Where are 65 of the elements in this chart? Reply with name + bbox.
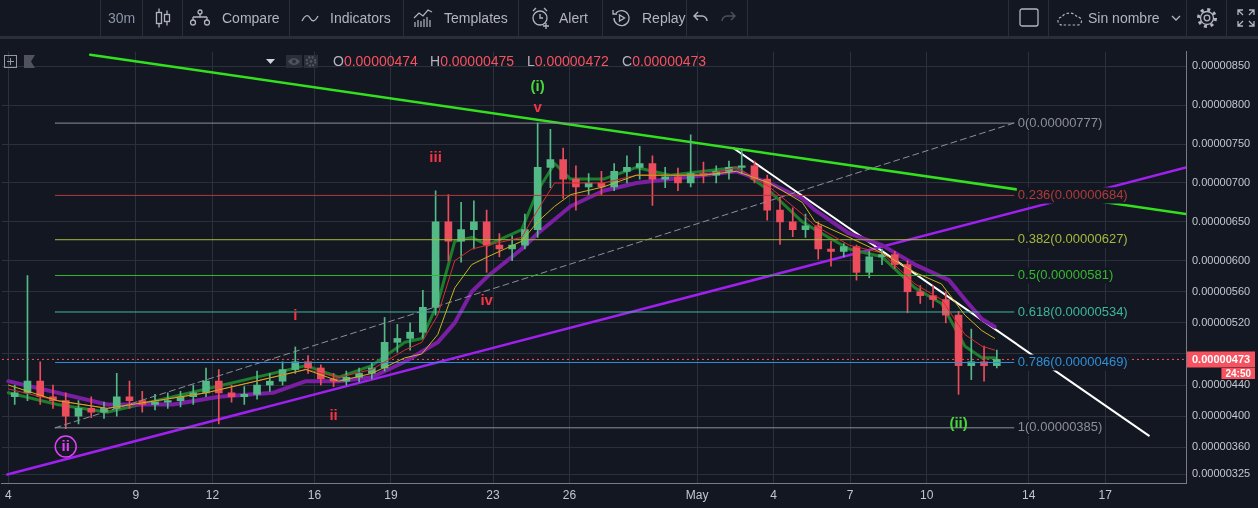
annotation: ii (329, 405, 338, 423)
annotation: i (293, 306, 298, 324)
annotation: v (533, 98, 543, 116)
annotation: L0.00000472 (527, 53, 609, 69)
annotation: (i) (530, 77, 545, 95)
y-tick-label: 0.00000800 (1192, 98, 1251, 111)
y-tick-label: 0.00000600 (1192, 253, 1251, 266)
x-tick-label: 4 (770, 487, 778, 502)
y-tick-label: 0.00000560 (1192, 284, 1251, 297)
series-label: 0.618(0.00000534) (1017, 303, 1128, 319)
text: 30m (108, 10, 136, 26)
x-tick-label: 19 (384, 487, 398, 502)
x-tick-label: 17 (1098, 487, 1113, 502)
x-tick-label: 16 (307, 487, 322, 502)
annotation: C0.00000473 (622, 53, 707, 69)
x-tick-label: 7 (846, 487, 854, 502)
candlestick (470, 200, 478, 250)
annotation: ii (61, 436, 70, 454)
ref-line-label: 0.00000473 (1192, 352, 1251, 365)
y-tick-label: 0.00000520 (1192, 315, 1251, 328)
annotation: iii (429, 147, 442, 165)
annotation: iv (480, 291, 494, 309)
x-tick-label: 9 (132, 487, 140, 502)
candlestick (240, 386, 249, 405)
x-tick-label: 14 (1022, 487, 1036, 502)
text: Sin nombre (1088, 10, 1160, 26)
text: 24:50 (1225, 367, 1252, 379)
x-tick-label: 4 (4, 487, 12, 502)
x-tick-label: 23 (486, 487, 500, 502)
series-label: 0.236(0.00000684) (1017, 186, 1128, 202)
text: Indicators (330, 10, 391, 26)
x-tick-label: May (685, 487, 709, 502)
y-tick-label: 0.00000440 (1192, 378, 1251, 391)
candlestick (661, 167, 670, 188)
candlestick (635, 146, 644, 180)
x-tick-label: 12 (205, 487, 220, 502)
text: Replay (642, 10, 686, 26)
series-label: 0.786(0.00000469) (1017, 354, 1128, 370)
series-label: 1(0.00000385) (1017, 419, 1103, 435)
y-tick-label: 0.00000750 (1192, 137, 1251, 150)
y-tick-label: 0.00000850 (1192, 59, 1251, 72)
y-tick-label: 0.00000325 (1192, 467, 1251, 480)
y-tick-label: 0.00000360 (1192, 440, 1251, 453)
text: Templates (444, 10, 508, 26)
series-label: 0.382(0.00000627) (1017, 231, 1128, 247)
candlestick (163, 392, 172, 409)
candlestick (686, 134, 695, 188)
series-label: 0(0.00000777) (1017, 114, 1103, 130)
annotation: (ii) (949, 413, 968, 431)
candlestick (929, 285, 937, 308)
y-tick-label: 0.00000400 (1192, 409, 1251, 422)
candlestick (827, 240, 835, 267)
candlestick (214, 369, 223, 425)
x-tick-label: 26 (562, 487, 577, 502)
y-tick-label: 0.00000700 (1192, 175, 1251, 188)
series-label: 0.5(0.00000581) (1017, 267, 1114, 283)
candlestick (623, 155, 631, 184)
text: Alert (559, 10, 588, 26)
annotation: O0.00000474 (333, 53, 418, 69)
candlestick (457, 202, 465, 263)
candlestick (737, 148, 746, 174)
annotation: H0.00000475 (430, 53, 515, 69)
y-tick-label: 0.00000650 (1192, 214, 1251, 227)
text: Compare (222, 10, 280, 26)
x-tick-label: 10 (919, 487, 934, 502)
